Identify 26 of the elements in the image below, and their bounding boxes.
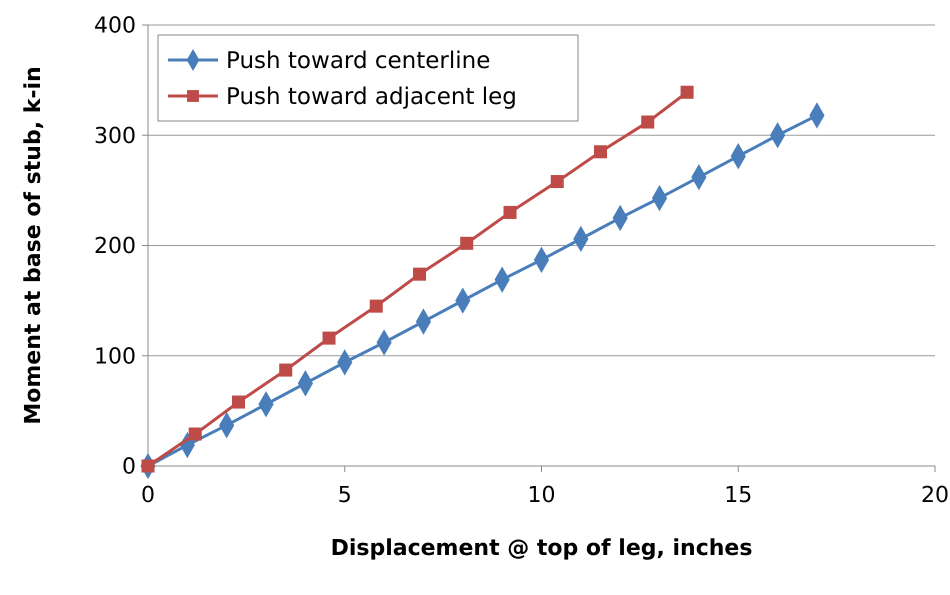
point (504, 206, 517, 219)
point (550, 175, 564, 188)
point (412, 268, 426, 281)
x-tick-label: 0 (141, 483, 155, 508)
legend-label: Push toward centerline (226, 48, 490, 74)
x-tick-label: 10 (528, 483, 556, 508)
point (232, 396, 246, 409)
y-tick-label: 300 (94, 124, 136, 149)
point (188, 428, 202, 441)
point (322, 332, 336, 345)
y-tick-label: 0 (122, 454, 136, 480)
x-tick-label: 15 (724, 483, 752, 508)
x-axis-title: Displacement @ top of leg, inches (330, 536, 752, 561)
y-tick-label: 400 (94, 14, 136, 39)
y-tick-label: 100 (94, 344, 136, 370)
x-tick-label: 20 (921, 483, 949, 508)
point (641, 116, 654, 129)
y-axis-title: Moment at base of stub, k-in (21, 66, 46, 425)
point (680, 86, 694, 99)
x-tick-label: 5 (338, 483, 352, 508)
legend-label: Push toward adjacent leg (226, 84, 517, 110)
y-tick-label: 200 (94, 234, 136, 260)
point (594, 145, 608, 158)
point (460, 236, 474, 250)
point (279, 364, 292, 377)
point (370, 300, 383, 313)
